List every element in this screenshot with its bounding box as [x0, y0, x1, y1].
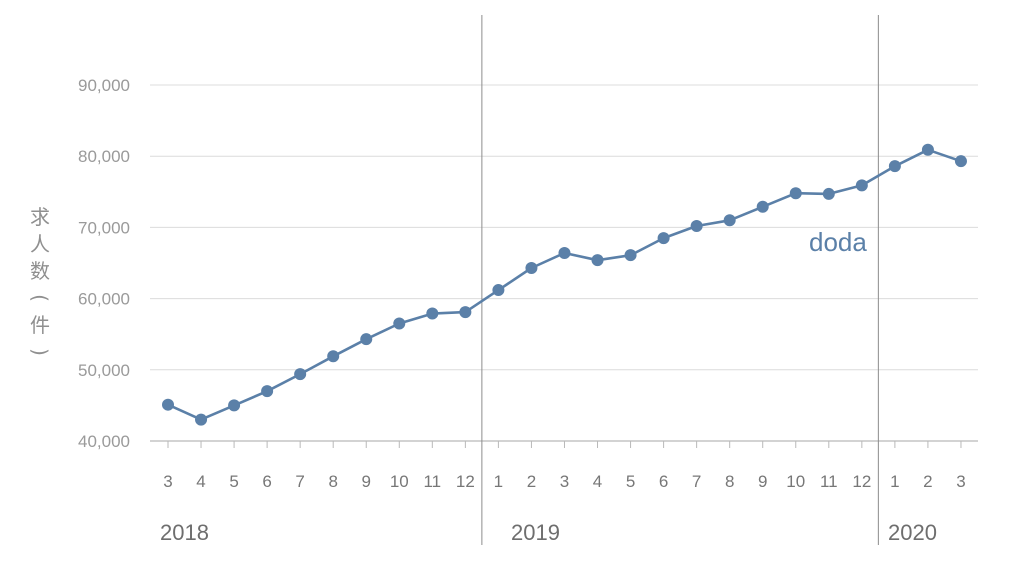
data-point [162, 398, 174, 411]
y-axis-label-char: ( [28, 294, 52, 302]
y-axis-label-char: 件 [30, 313, 50, 337]
y-axis-tick-labels: 40,000 50,000 60,000 70,000 80,000 90,000 [78, 76, 130, 451]
x-tick-label: 7 [295, 472, 304, 491]
x-tick-label: 12 [852, 472, 871, 491]
x-tick-label: 12 [456, 472, 475, 491]
x-tick-label: 4 [196, 472, 205, 491]
x-tick-label: 1 [890, 472, 899, 491]
x-axis-ticks: 3 4 5 6 7 8 9 10 11 12 1 2 3 4 5 6 7 8 9 10 11 12 1 2 3 [163, 441, 966, 491]
series-line [167, 148, 962, 421]
x-tick-label: 2 [527, 472, 536, 491]
y-axis-label-char: 人 [30, 232, 50, 256]
x-tick-label: 10 [786, 472, 805, 491]
y-axis-label: 求人数 ( 件) [28, 205, 52, 356]
x-tick-label: 2 [923, 472, 932, 491]
x-tick-label: 3 [560, 472, 569, 491]
x-tick-label: 8 [328, 472, 337, 491]
data-point [492, 284, 505, 297]
data-point [657, 232, 670, 245]
x-tick-label: 4 [593, 472, 602, 491]
x-tick-label: 11 [820, 472, 838, 491]
y-tick-label: 80,000 [78, 147, 130, 166]
x-tick-label: 5 [626, 472, 635, 491]
x-tick-label: 6 [659, 472, 668, 491]
y-tick-label: 50,000 [78, 361, 130, 380]
data-point [888, 160, 901, 173]
data-point [525, 261, 538, 274]
y-axis-label-char: 数 [30, 259, 50, 283]
y-tick-label: 60,000 [78, 290, 130, 309]
data-point [591, 254, 604, 267]
data-point [459, 306, 472, 319]
x-tick-label: 6 [262, 472, 271, 491]
year-label: 2020 [888, 520, 937, 545]
year-label: 2018 [160, 520, 209, 545]
data-point [756, 200, 769, 213]
data-point [624, 249, 637, 262]
data-point [294, 368, 307, 381]
grid-lines [150, 84, 978, 442]
x-tick-label: 3 [163, 472, 172, 491]
data-point [228, 399, 241, 412]
series-label-doda: doda [809, 227, 867, 257]
y-tick-label: 90,000 [78, 76, 130, 95]
x-tick-label: 8 [725, 472, 734, 491]
data-point [426, 307, 439, 320]
series-doda [162, 143, 967, 426]
x-tick-label: 5 [229, 472, 238, 491]
data-point [954, 155, 967, 168]
year-dividers: 2018 2019 2020 [160, 15, 937, 545]
y-axis-label-char: 求 [30, 205, 50, 229]
y-tick-label: 40,000 [78, 432, 130, 451]
x-tick-label: 9 [758, 472, 767, 491]
data-point [195, 413, 208, 426]
x-tick-label: 7 [692, 472, 701, 491]
x-tick-label: 9 [362, 472, 371, 491]
data-point [822, 187, 835, 200]
year-label: 2019 [511, 520, 560, 545]
data-point [261, 385, 274, 398]
x-tick-label: 11 [423, 472, 441, 491]
data-point [789, 187, 802, 200]
data-point [393, 317, 406, 330]
data-point [855, 179, 868, 192]
data-point [723, 214, 736, 227]
data-point [690, 219, 703, 232]
x-tick-label: 3 [956, 472, 965, 491]
y-tick-label: 70,000 [78, 218, 130, 237]
data-point [327, 350, 340, 363]
y-axis-label-char: ) [28, 348, 52, 356]
x-tick-label: 10 [390, 472, 409, 491]
data-point [558, 247, 571, 260]
data-point [360, 333, 373, 346]
x-tick-label: 1 [494, 472, 503, 491]
data-point [921, 143, 934, 156]
